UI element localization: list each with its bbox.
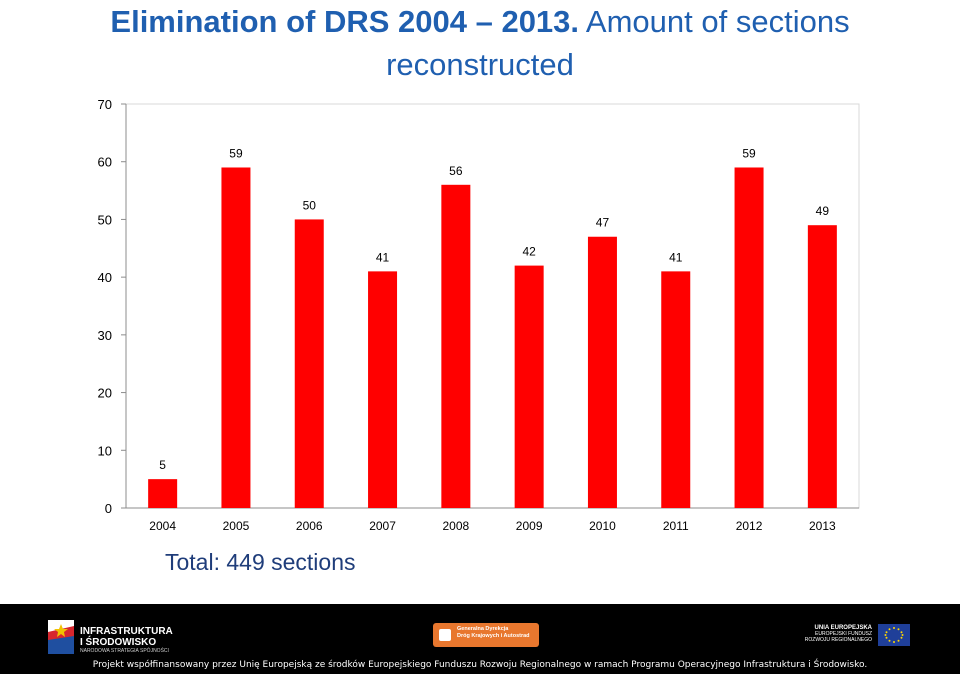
bar-2008 [441,184,471,509]
data-label-2007: 41 [376,250,390,264]
x-tick-label-2012: 2012 [736,519,763,533]
x-tick-label-2008: 2008 [442,519,469,533]
title-rest-part: Amount of sections [579,4,850,39]
bar-2004 [148,479,178,508]
bar-2009 [514,265,544,508]
data-label-2009: 42 [522,245,536,259]
y-tick-label: 40 [98,270,112,285]
cofinancing-note: Projekt współfinansowany przez Unię Euro… [92,660,868,670]
y-tick-label: 50 [98,212,112,227]
flag-emblem-icon [48,620,74,654]
eu-flag-icon [878,624,910,646]
y-tick-label: 10 [98,443,112,458]
bar-chart: 0 10 20 30 40 50 60 70 5 2004 59 2005 50 2006 41 2007 56… [98,97,860,533]
footer-bar: INFRASTRUKTURA I ŚRODOWISKO NARODOWA STRA… [0,604,960,674]
mid-logo-line2: Dróg Krajowych i Autostrad [457,633,530,639]
total-sections-label: Total: 449 sections [165,549,356,575]
bar-2007 [368,271,398,508]
data-label-2004: 5 [159,458,166,472]
x-tick-label-2004: 2004 [149,519,176,533]
bar-2010 [587,236,617,508]
y-tick-label: 70 [98,97,112,112]
left-logo-sub: NARODOWA STRATEGIA SPÓJNOŚCI [80,648,169,654]
y-tick-label: 60 [98,155,112,170]
gddkia-logo: Generalna Dyrekcja Dróg Krajowych i Autos… [433,623,539,647]
left-logo-line2: I ŚRODOWISKO [80,637,157,648]
y-tick-label: 30 [98,328,112,343]
data-label-2008: 56 [449,164,463,178]
y-tick-label: 0 [105,501,112,516]
eu-logo: UNIA EUROPEJSKA EUROPEJSKI FUNDUSZ ROZWO… [790,622,910,652]
data-label-2006: 50 [303,198,317,212]
data-label-2011: 41 [669,250,683,264]
x-tick-label-2005: 2005 [223,519,250,533]
x-tick-label-2010: 2010 [589,519,616,533]
x-tick-label-2009: 2009 [516,519,543,533]
x-tick-label-2006: 2006 [296,519,323,533]
x-tick-label-2011: 2011 [663,519,689,533]
y-tick-label: 20 [98,386,112,401]
title-bold-part: Elimination of DRS 2004 – 2013. [110,4,580,39]
right-logo-line2: EUROPEJSKI FUNDUSZ [815,631,872,637]
x-tick-label-2007: 2007 [369,519,396,533]
data-label-2013: 49 [816,204,830,218]
data-label-2010: 47 [596,216,610,230]
data-label-2005: 59 [229,146,243,160]
bar-2013 [807,225,837,508]
bar-2011 [661,271,691,508]
data-label-2012: 59 [742,146,756,160]
road-icon [439,629,451,641]
right-logo-line3: ROZWOJU REGIONALNEGO [804,637,872,643]
bar-2005 [221,167,251,508]
title-line-2: reconstructed [386,47,574,82]
bar-2012 [734,167,764,508]
chart-title: Elimination of DRS 2004 – 2013. Amount o… [0,0,960,86]
x-tick-label-2013: 2013 [809,519,836,533]
right-logo-line1: UNIA EUROPEJSKA [814,625,872,631]
mid-logo-line1: Generalna Dyrekcja [457,626,509,632]
left-logo-line1: INFRASTRUKTURA [80,626,173,637]
bar-2006 [294,219,324,508]
infrastruktura-logo: INFRASTRUKTURA I ŚRODOWISKO NARODOWA STRA… [48,620,208,656]
